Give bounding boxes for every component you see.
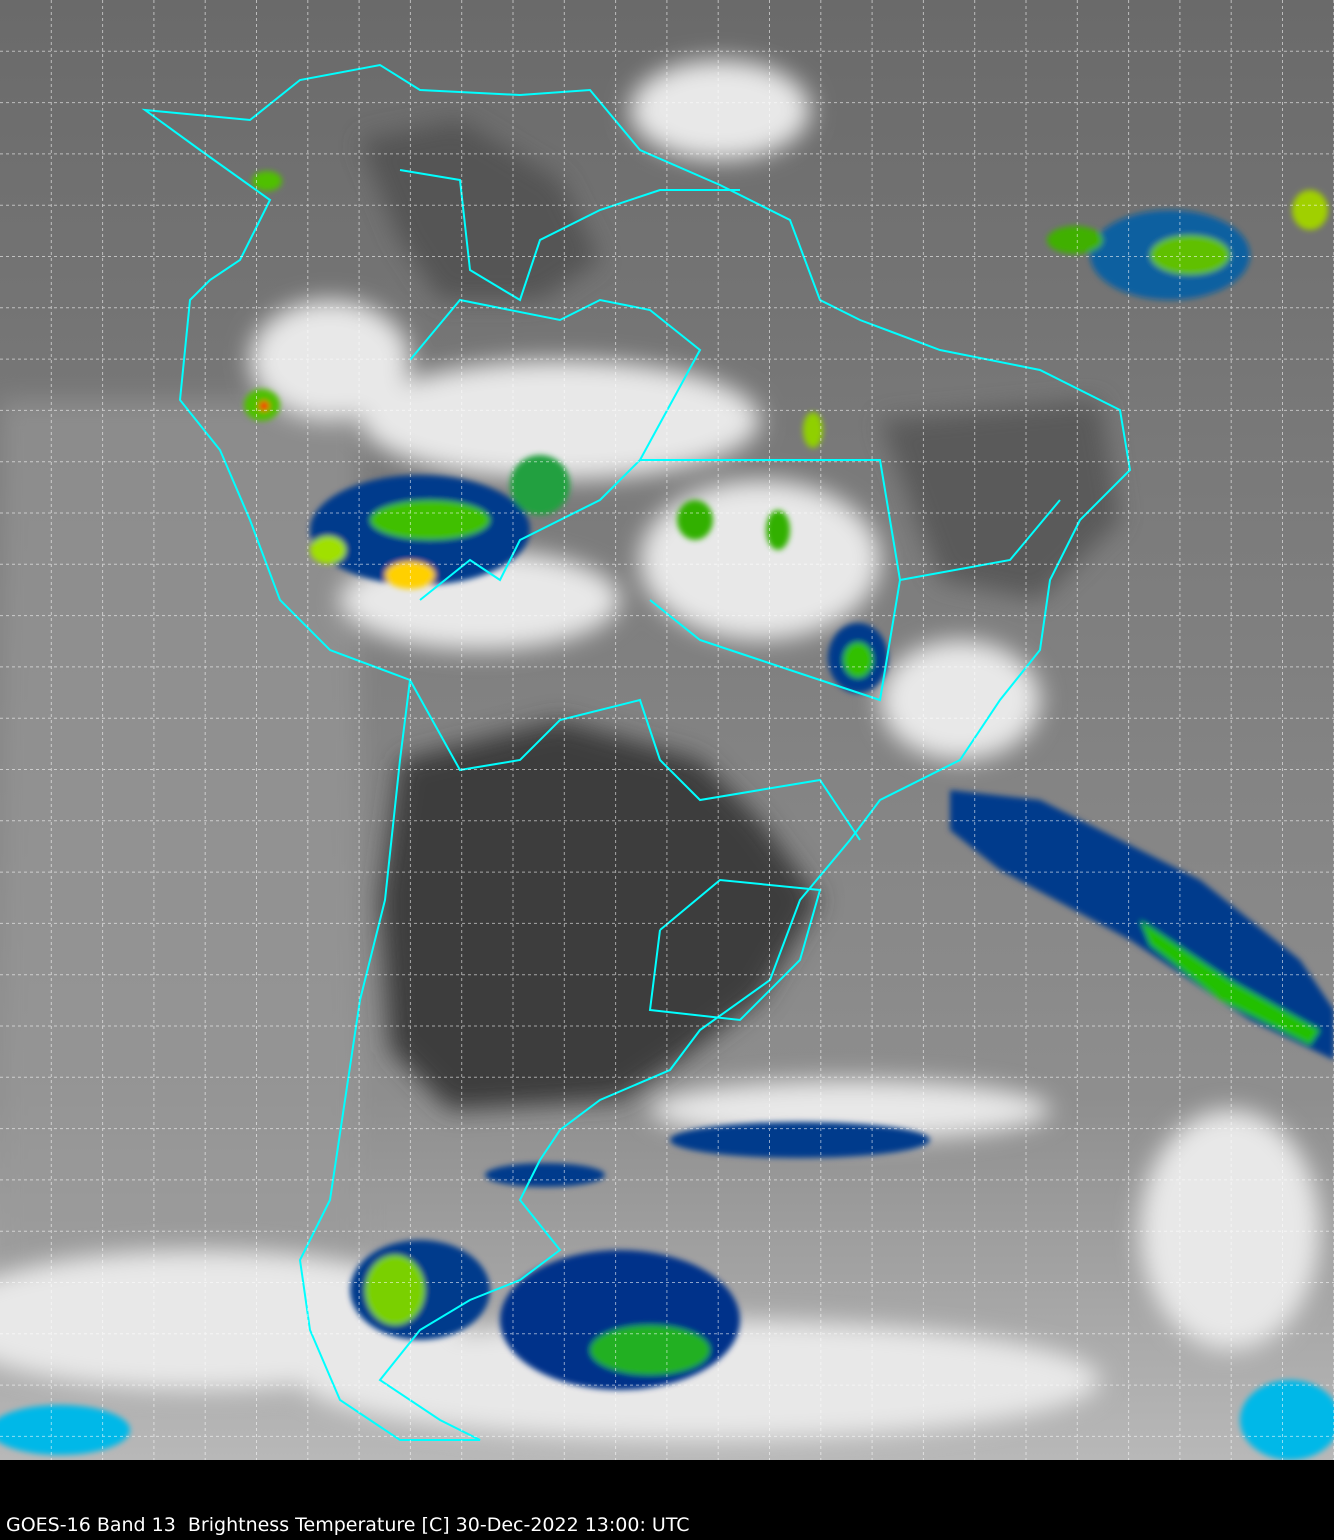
pacific-ocean bbox=[0, 400, 360, 1300]
storm-south-atlantic-core bbox=[1140, 920, 1320, 1045]
border-uruguay bbox=[648, 878, 822, 1022]
south-america-outline bbox=[141, 63, 1132, 1441]
border-states bbox=[640, 459, 1061, 702]
storm-south-ocean bbox=[670, 1122, 930, 1158]
image-caption: GOES-16 Band 13 Brightness Temperature [… bbox=[6, 1514, 690, 1536]
warm-land-surface bbox=[360, 120, 1120, 1110]
satellite-map bbox=[0, 0, 1334, 1460]
border-bolivia-paraguay bbox=[409, 679, 861, 841]
border-brazil bbox=[409, 298, 702, 601]
lat-lon-grid bbox=[0, 0, 1334, 1460]
storm-colombia bbox=[252, 171, 282, 191]
convective-storms bbox=[0, 171, 1334, 1460]
cloud-cover bbox=[0, 60, 1320, 1440]
